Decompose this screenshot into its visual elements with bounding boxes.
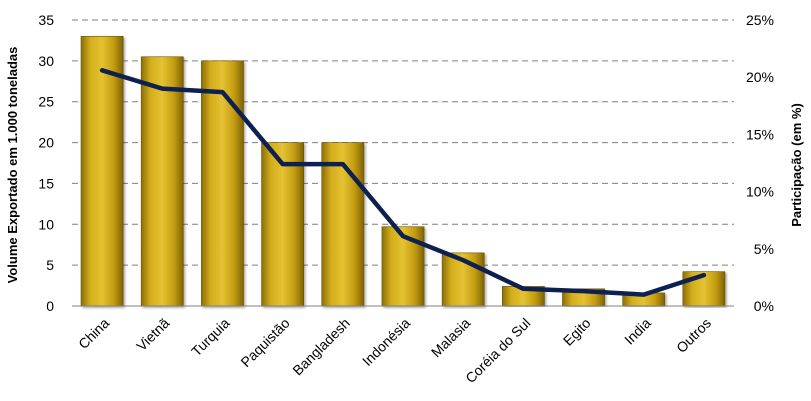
- x-tick-label: Egito: [560, 315, 594, 349]
- y-tick-label: 10: [38, 216, 54, 232]
- x-tick-label: Malasia: [428, 315, 474, 361]
- x-tick-label: Indonésia: [359, 315, 413, 369]
- y2-tick-label: 20%: [746, 69, 774, 85]
- y-tick-label: 20: [38, 135, 54, 151]
- x-tick-label: Vietnã: [133, 315, 172, 354]
- y2-tick-label: 25%: [746, 12, 774, 28]
- y-tick-label: 5: [46, 257, 54, 273]
- bar-series: [80, 36, 726, 307]
- y-axis-title: Volume Exportado em 1.000 toneladas: [5, 47, 20, 284]
- x-tick-label: Paquistão: [237, 315, 292, 370]
- y2-tick-label: 0%: [754, 298, 774, 314]
- x-tick-label: Outros: [673, 315, 714, 356]
- bar: [321, 142, 365, 307]
- x-tick-label: India: [621, 315, 654, 348]
- x-tick-label: Bangladesh: [289, 315, 353, 379]
- y2-tick-label: 5%: [754, 241, 774, 257]
- y-tick-label: 30: [38, 53, 54, 69]
- y2-tick-label: 15%: [746, 126, 774, 142]
- y-tick-label: 15: [38, 175, 54, 191]
- y2-tick-label: 10%: [746, 184, 774, 200]
- y-axis-left-ticks: 0 5 10 15 20 25 30 35: [38, 12, 54, 314]
- y-tick-label: 35: [38, 12, 54, 28]
- y-axis-right-ticks: 0% 5% 10% 15% 20% 25%: [746, 12, 774, 314]
- bar: [381, 226, 425, 307]
- y2-axis-title: Participação (em %): [789, 103, 804, 227]
- bar: [140, 56, 184, 307]
- bar: [261, 142, 304, 307]
- x-tick-label: Coréia do Sul: [462, 315, 533, 386]
- x-tick-label: China: [75, 315, 112, 352]
- y-tick-label: 0: [46, 298, 54, 314]
- share-line: [99, 68, 707, 297]
- x-tick-label: Turquia: [188, 315, 233, 360]
- y-tick-label: 25: [38, 94, 54, 110]
- bar: [201, 60, 244, 307]
